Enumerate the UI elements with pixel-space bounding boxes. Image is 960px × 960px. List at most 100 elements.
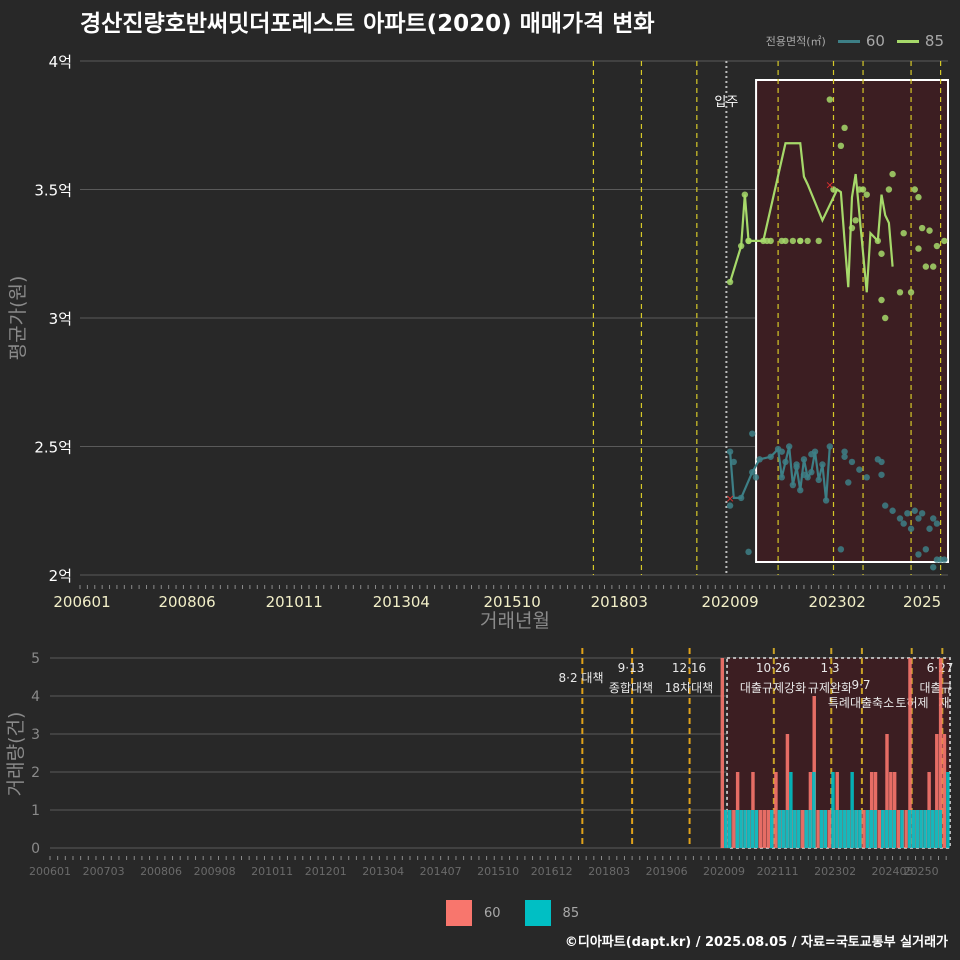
volume-bar-85 [850,772,854,848]
vol-x-tick-label: 201011 [251,865,293,878]
volume-bar-85 [750,810,755,848]
volume-bar-85 [804,810,808,848]
data-point-85 [789,237,797,245]
volume-bar-85 [911,810,916,848]
data-point-60 [811,448,819,455]
volume-bar-85 [900,810,904,848]
data-point-60 [856,466,863,473]
data-point-85 [915,245,922,252]
x-tick-label: 201510 [484,593,541,611]
volume-bar-85 [846,810,851,848]
data-point-85 [922,263,930,270]
policy-label: 12·16 [672,661,706,675]
volume-bar-85 [869,810,874,848]
cross-marker: × [825,178,834,191]
x-tick-label: 201803 [591,593,648,611]
legend-swatch-60 [837,39,860,43]
data-point-85 [804,237,811,245]
policy-label: 9·7 [851,678,870,692]
x-tick-label: 201011 [266,593,323,611]
data-point-85 [737,242,745,250]
volume-bar-85 [808,810,812,848]
chart-title: 경산진량호반써밋더포레스트 아파트(2020) 매매가격 변화 [80,11,655,37]
data-point-60 [789,481,797,489]
legend-title: 전용면적(㎡) [765,35,826,48]
volume-bar-85 [735,810,739,848]
volume-bar-60 [877,810,882,848]
volume-bar-85 [923,810,927,848]
data-point-85 [874,237,882,245]
volume-bar-85 [881,810,885,848]
data-point-60 [918,510,926,517]
cross-marker: × [725,492,734,505]
volume-bar-60 [732,810,736,848]
x-tick-label: 200806 [158,593,215,611]
data-point-85 [885,186,893,193]
volume-bar-85 [838,810,843,848]
data-point-85 [941,237,948,245]
vol-x-tick-label: 201201 [305,865,347,878]
data-point-85 [911,186,918,193]
vol-y-tick-label: 2 [31,765,40,781]
policy-label: 토허제 [895,696,928,710]
volume-bar-60 [885,734,889,848]
vol-x-tick-label: 200806 [140,865,182,878]
footer-credit: ©디아파트(dapt.kr) / 2025.08.05 / 자료=국토교통부 실… [564,935,948,950]
data-point-60 [941,556,948,563]
volume-bar-60 [827,810,832,848]
legend-item-60: 60 [446,900,501,926]
data-point-85 [918,224,926,232]
volume-bar-60 [896,810,901,848]
vol-x-tick-label: 202009 [703,865,745,878]
legend-vol-label-85: 85 [562,905,580,921]
volume-bar-85 [946,772,950,848]
data-point-85 [837,142,845,150]
data-point-60 [730,458,737,466]
data-point-60 [915,551,922,558]
data-point-60 [841,453,848,460]
series-line-85 [729,142,894,293]
vol-y-tick-label: 3 [31,727,40,743]
data-point-85 [900,229,907,237]
volume-bar-85 [873,810,877,848]
volume-bar-85 [907,810,912,848]
data-point-60 [904,510,911,517]
policy-label: 10·26 [756,661,790,675]
data-point-85 [882,314,889,322]
volume-bar-60 [774,772,778,848]
y-tick-label: 2억 [49,567,72,585]
volume-bar-85 [812,772,816,848]
data-point-60 [815,476,822,484]
volume-bar-60 [762,810,767,848]
volume-bar-85 [823,810,828,848]
data-point-60 [782,458,789,466]
volume-bar-60 [720,658,725,848]
data-point-60 [797,486,804,494]
data-point-60 [930,515,937,522]
data-point-60 [822,497,830,504]
vol-y-tick-label: 5 [31,651,40,667]
volume-bar-60 [801,810,805,848]
policy-label: 18차대책 [665,680,713,695]
data-point-60 [882,502,889,509]
highlight-box [755,79,949,563]
vol-x-tick-label: 201906 [646,865,688,878]
data-point-85 [889,170,896,178]
x-axis-title: 거래년월 [480,610,550,632]
legend-label-60: 60 [865,32,885,50]
volume-bar-85 [724,810,728,848]
data-point-60 [785,443,793,450]
volume-bar-85 [789,772,793,848]
policy-label: 1·3 [820,661,839,675]
volume-bar-85 [930,810,935,848]
legend-swatch-85 [896,39,919,43]
move-in-label: 입주 [714,95,738,110]
data-point-60 [749,430,756,437]
data-point-60 [863,474,870,481]
data-point-60 [848,458,856,466]
vol-y-axis-title: 거래량(건) [5,712,27,797]
data-point-60 [737,494,745,502]
y-tick-label: 3.5억 [34,182,72,200]
vol-x-tick-label: 200601 [29,865,71,878]
volume-bar-85 [727,810,732,848]
